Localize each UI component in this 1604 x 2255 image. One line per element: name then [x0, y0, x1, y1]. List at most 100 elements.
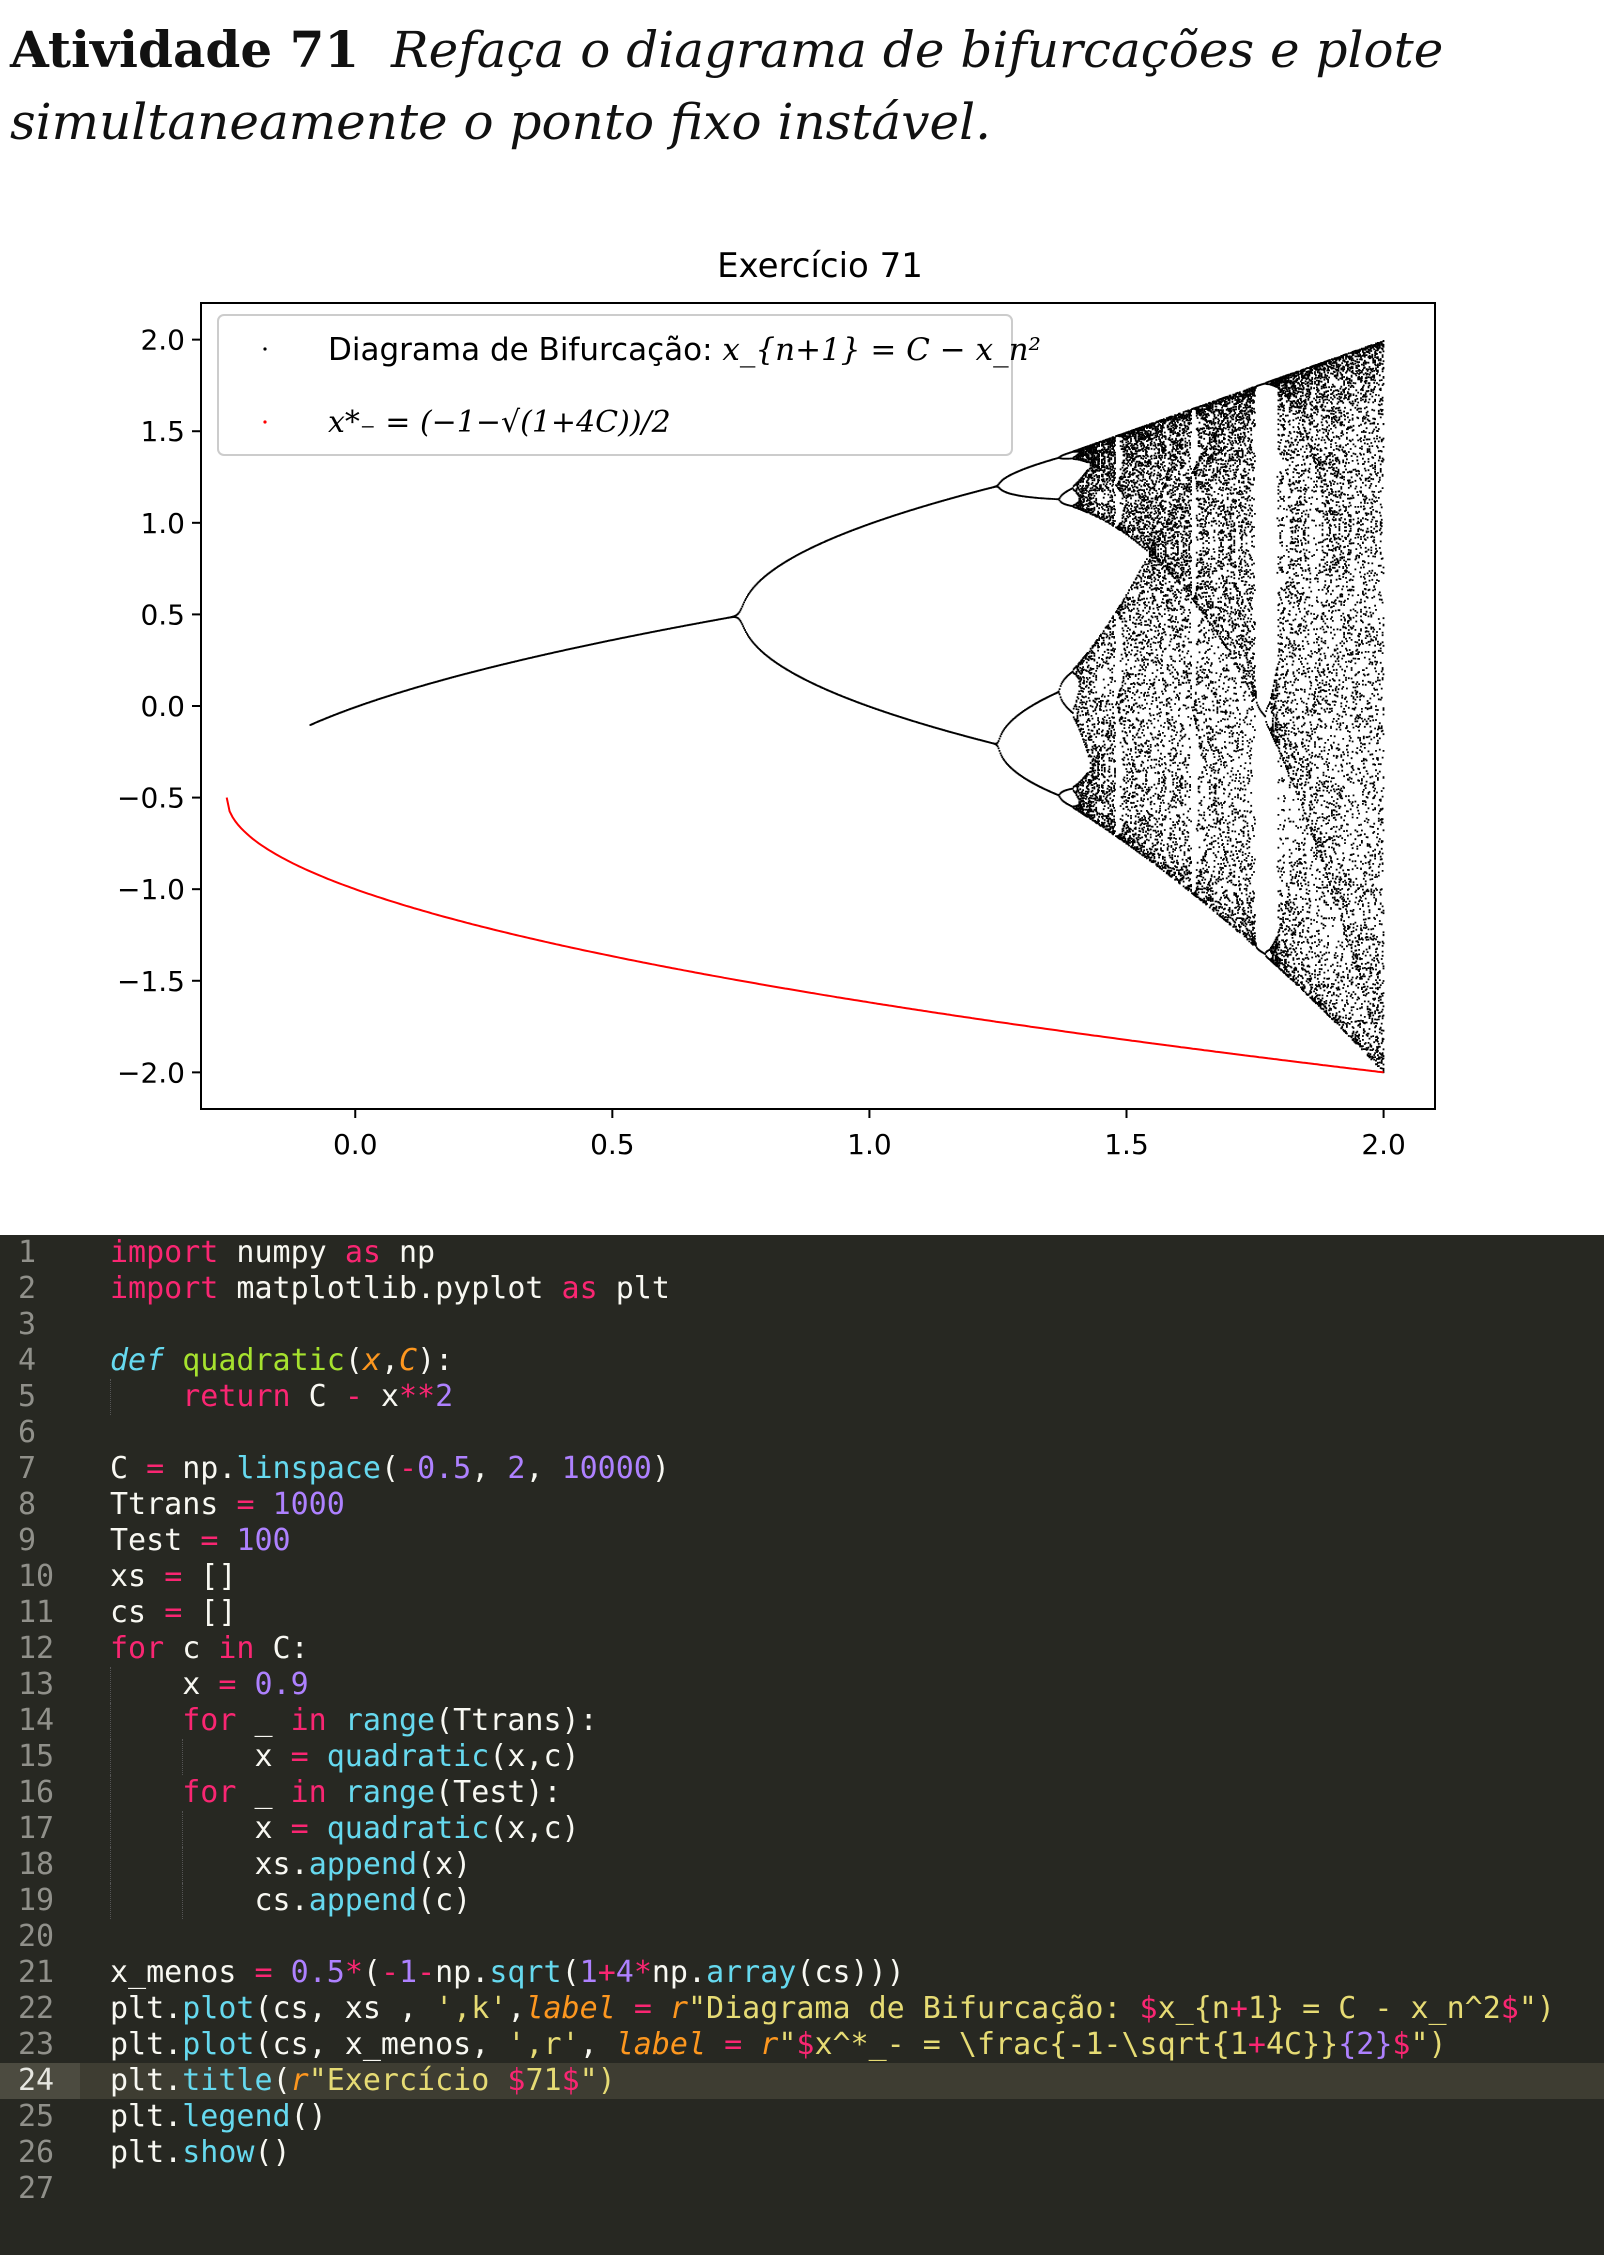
code-text: Ttrans = 1000 — [110, 1487, 345, 1523]
code-token: , — [525, 1451, 562, 1486]
code-token: = — [164, 1595, 183, 1630]
code-token: (Ttrans): — [435, 1703, 598, 1738]
line-number: 23 — [18, 2027, 55, 2062]
code-token — [110, 1379, 182, 1414]
line-number: 3 — [18, 1307, 37, 1342]
code-line[interactable]: 23 plt.plot(cs, x_menos, ',r', label = r"… — [0, 2027, 1604, 2063]
code-token: r — [760, 2027, 779, 2062]
code-line[interactable]: 16 for _ in range(Test): — [0, 1775, 1604, 1811]
line-number: 26 — [18, 2135, 55, 2170]
code-text: cs = [] — [110, 1595, 236, 1631]
indent-guide — [182, 1811, 184, 1847]
code-token: append — [308, 1883, 418, 1918]
line-number: 13 — [18, 1667, 55, 1702]
code-line[interactable]: 20 — [0, 1919, 1604, 1955]
line-number: 9 — [18, 1523, 37, 1558]
code-token: C: — [254, 1631, 309, 1666]
code-token: sqrt — [489, 1955, 562, 1990]
code-token: r — [290, 2063, 309, 2098]
code-token: title — [182, 2063, 273, 2098]
code-token: plt. — [110, 2063, 183, 2098]
code-token: + — [1229, 1991, 1248, 2026]
code-token: (cs, x_menos, — [254, 2027, 508, 2062]
code-token — [255, 1487, 273, 1522]
code-line[interactable]: 9 Test = 100 — [0, 1523, 1604, 1559]
code-token: numpy — [218, 1235, 345, 1270]
code-token: (c) — [417, 1883, 472, 1918]
code-token: = — [290, 1811, 309, 1846]
y-tick-label: −1.0 — [117, 873, 185, 906]
code-token: C — [290, 1379, 345, 1414]
code-token: import — [110, 1235, 219, 1270]
line-number: 25 — [18, 2099, 55, 2134]
code-line[interactable]: 13 x = 0.9 — [0, 1667, 1604, 1703]
code-token: () — [290, 2099, 327, 2134]
y-tick-label: −1.5 — [117, 965, 185, 998]
code-token: np. — [651, 1955, 707, 1990]
code-line[interactable]: 25 plt.legend() — [0, 2099, 1604, 2135]
code-token: _ — [236, 1703, 291, 1738]
code-line[interactable]: 5 return C - x**2 — [0, 1379, 1604, 1415]
code-line[interactable]: 1 import numpy as np — [0, 1235, 1604, 1271]
code-token: import — [110, 1271, 219, 1306]
code-line[interactable]: 27 — [0, 2171, 1604, 2207]
code-token: C — [110, 1451, 147, 1486]
code-token: append — [308, 1847, 418, 1882]
code-line[interactable]: 10 xs = [] — [0, 1559, 1604, 1595]
code-token — [273, 1955, 291, 1990]
code-line[interactable]: 17 x = quadratic(x,c) — [0, 1811, 1604, 1847]
x-tick-label: 0.5 — [590, 1128, 635, 1161]
code-token: for — [182, 1775, 237, 1810]
code-line[interactable]: 3 — [0, 1307, 1604, 1343]
bifurcation-chart: Exercício 71 0.0 0.5 1.0 1.5 2.0 2.0 1.5 1.0 0.5… — [117, 246, 1436, 1161]
code-token — [110, 1703, 182, 1738]
code-token: (x,c) — [489, 1739, 580, 1774]
code-line[interactable]: 21 x_menos = 0.5*(-1-np.sqrt(1+4*np.array… — [0, 1955, 1604, 1991]
code-token: xs — [110, 1559, 165, 1594]
code-line[interactable]: 24 plt.title(r"Exercício $71$") — [0, 2063, 1604, 2099]
code-token: 1000 — [272, 1487, 345, 1522]
y-tick-label: −2.0 — [117, 1056, 185, 1089]
code-line[interactable]: 11 cs = [] — [0, 1595, 1604, 1631]
code-line[interactable]: 14 for _ in range(Ttrans): — [0, 1703, 1604, 1739]
x-tick-label: 2.0 — [1361, 1128, 1406, 1161]
code-line[interactable]: 12 for c in C: — [0, 1631, 1604, 1667]
code-line[interactable]: 6 — [0, 1415, 1604, 1451]
code-token: ") — [1518, 1991, 1555, 2026]
y-tick-label: 0.0 — [140, 690, 185, 723]
legend-box — [217, 314, 1013, 456]
code-line[interactable]: 22 plt.plot(cs, xs , ',k',label = r"Diagr… — [0, 1991, 1604, 2027]
code-token: label — [615, 2027, 707, 2062]
legend-marker-black — [263, 347, 267, 351]
code-token: np. — [164, 1451, 237, 1486]
legend-entry-fixed-point: x*₋ = (−1−√(1+4C))/2 — [328, 405, 671, 440]
code-token: (x) — [417, 1847, 472, 1882]
code-token — [236, 1667, 254, 1702]
code-line[interactable]: 8 Ttrans = 1000 — [0, 1487, 1604, 1523]
code-line[interactable]: 7 C = np.linspace(-0.5, 2, 10000) — [0, 1451, 1604, 1487]
code-token — [309, 1739, 327, 1774]
code-token: , — [579, 2027, 616, 2062]
code-line[interactable]: 18 xs.append(x) — [0, 1847, 1604, 1883]
code-token: show — [182, 2135, 255, 2170]
code-editor[interactable]: 1 import numpy as np 2 import matplotlib.py… — [0, 1235, 1604, 2255]
code-line[interactable]: 26 plt.show() — [0, 2135, 1604, 2171]
code-line[interactable]: 2 import matplotlib.pyplot as plt — [0, 1271, 1604, 1307]
line-number: 19 — [18, 1883, 55, 1918]
code-token — [164, 1343, 182, 1378]
code-token: - — [380, 1955, 399, 1990]
code-token: x^*_- = \frac{-1-\sqrt{1 — [814, 2027, 1248, 2062]
code-token: 0.5 — [290, 1955, 345, 1990]
code-token: 0.9 — [254, 1667, 309, 1702]
code-line[interactable]: 4 def quadratic(x,C): — [0, 1343, 1604, 1379]
code-token — [706, 2027, 724, 2062]
code-token: 10000 — [561, 1451, 652, 1486]
line-number: 24 — [0, 2063, 80, 2099]
code-line[interactable]: 19 cs.append(c) — [0, 1883, 1604, 1919]
line-number: 21 — [18, 1955, 55, 1990]
code-line[interactable]: 15 x = quadratic(x,c) — [0, 1739, 1604, 1775]
code-text: x = quadratic(x,c) — [110, 1811, 579, 1847]
activity-heading: Atividade 71 Refaça o diagrama de bifurc… — [10, 14, 1590, 158]
code-token: range — [344, 1775, 436, 1810]
code-token — [327, 1703, 345, 1738]
